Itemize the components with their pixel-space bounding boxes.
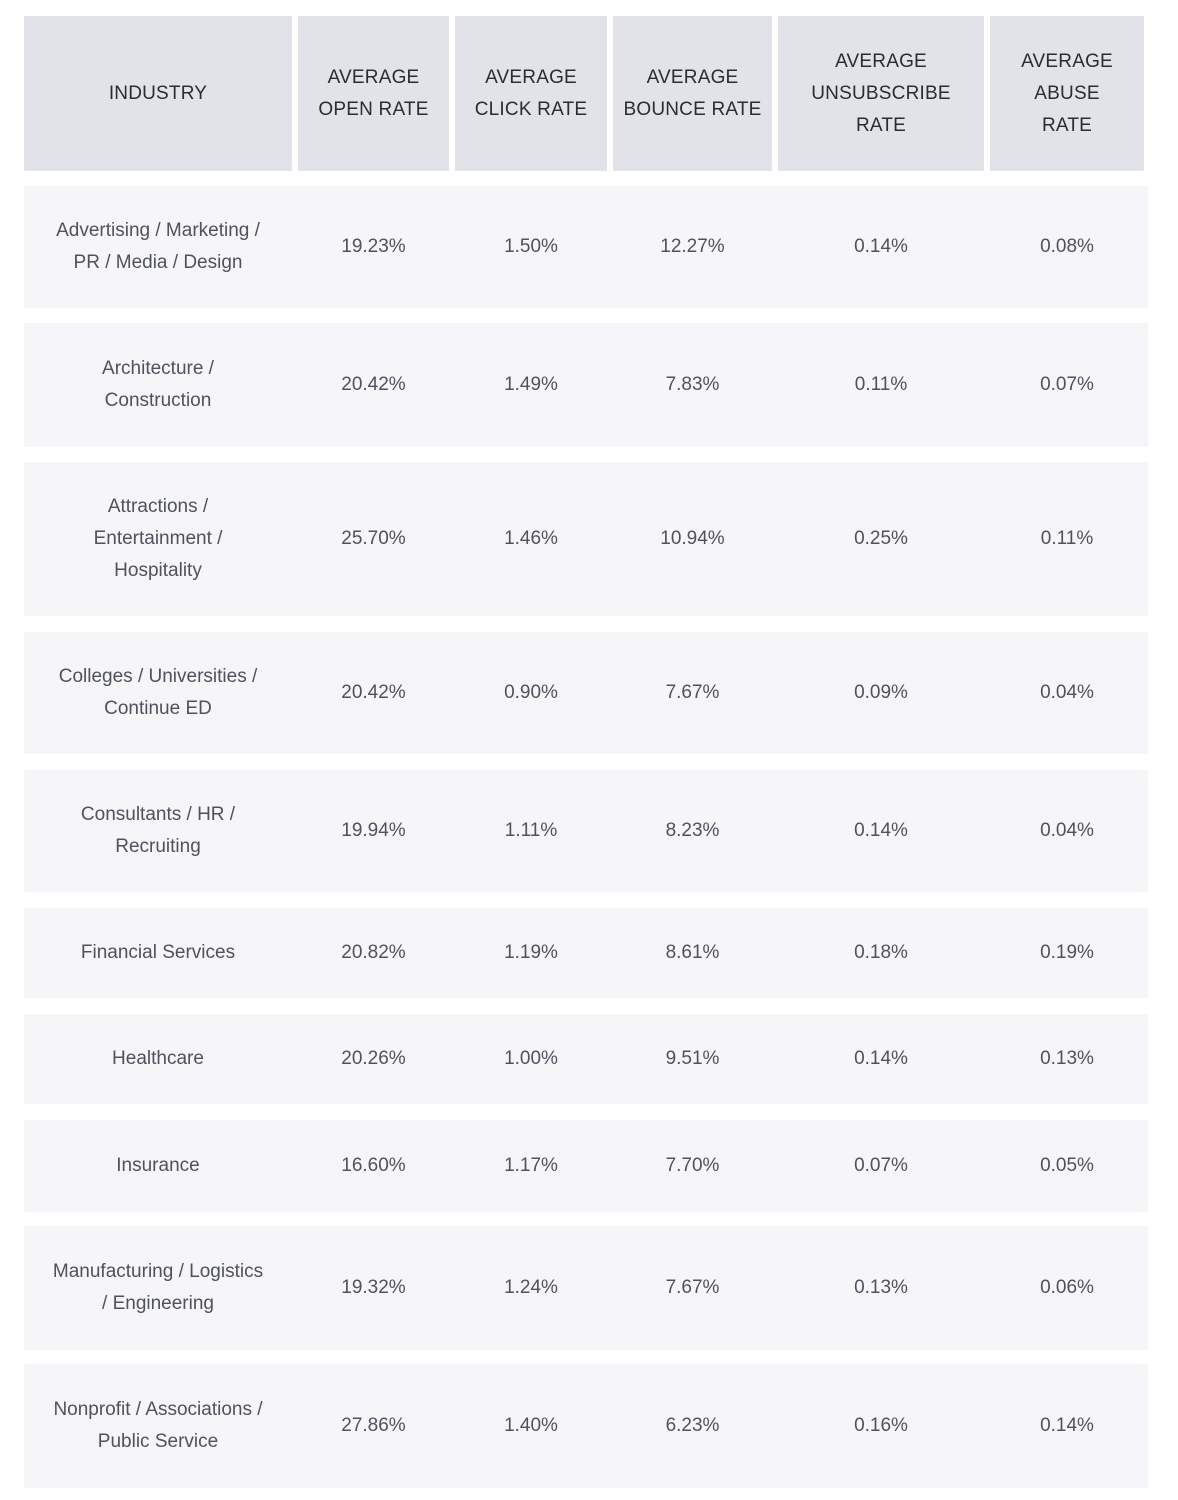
header-open-rate: AVERAGE OPEN RATE: [298, 16, 449, 171]
click-rate-cell: 1.17%: [504, 1155, 558, 1176]
header-click-rate: AVERAGE CLICK RATE: [455, 16, 607, 171]
bounce-rate-cell: 7.67%: [665, 1277, 720, 1298]
bounce-rate-cell: 10.94%: [660, 528, 725, 549]
industry-cell: Healthcare: [112, 1048, 204, 1069]
unsubscribe-rate-cell: 0.18%: [854, 942, 908, 963]
bounce-rate-cell: 8.23%: [665, 820, 720, 841]
industry-cell: Financial Services: [80, 942, 236, 963]
industry-cell: Advertising / Marketing / PR / Media / D…: [56, 220, 260, 273]
table-row: Consultants / HR / Recruiting 19.94% 1.1…: [24, 770, 1148, 892]
click-rate-cell: 1.49%: [504, 374, 558, 395]
header-unsubscribe-rate: AVERAGE UNSUBSCRIBE RATE: [778, 16, 984, 171]
open-rate-cell: 20.26%: [341, 1048, 406, 1069]
bounce-rate-cell: 12.27%: [660, 236, 725, 257]
table-header-row: INDUSTRY AVERAGE OPEN RATE AVERAGE CLICK…: [24, 16, 1148, 171]
unsubscribe-rate-cell: 0.07%: [854, 1155, 908, 1176]
industry-cell: Attractions / Entertainment / Hospitalit…: [93, 496, 223, 581]
abuse-rate-cell: 0.07%: [1040, 374, 1094, 395]
unsubscribe-rate-cell: 0.13%: [854, 1277, 908, 1298]
open-rate-cell: 27.86%: [341, 1415, 406, 1436]
open-rate-cell: 16.60%: [341, 1155, 406, 1176]
open-rate-cell: 20.42%: [341, 682, 406, 703]
industry-cell: Colleges / Universities / Continue ED: [58, 666, 258, 719]
bounce-rate-cell: 9.51%: [665, 1048, 720, 1069]
unsubscribe-rate-cell: 0.14%: [854, 1048, 908, 1069]
industry-cell: Manufacturing / Logistics / Engineering: [52, 1261, 264, 1314]
industry-cell: Nonprofit / Associations / Public Servic…: [53, 1399, 263, 1452]
table-row: Financial Services 20.82% 1.19% 8.61% 0.…: [24, 908, 1148, 998]
click-rate-cell: 1.40%: [504, 1415, 558, 1436]
header-abuse-rate: AVERAGE ABUSE RATE: [990, 16, 1144, 171]
bounce-rate-cell: 7.67%: [665, 682, 720, 703]
unsubscribe-rate-cell: 0.11%: [854, 374, 908, 395]
click-rate-cell: 1.50%: [504, 236, 558, 257]
table-row: Insurance 16.60% 1.17% 7.70% 0.07% 0.05%: [24, 1120, 1148, 1212]
table-row: Healthcare 20.26% 1.00% 9.51% 0.14% 0.13…: [24, 1014, 1148, 1104]
abuse-rate-cell: 0.13%: [1040, 1048, 1094, 1069]
table-row: Advertising / Marketing / PR / Media / D…: [24, 186, 1148, 308]
table-row: Architecture / Construction 20.42% 1.49%…: [24, 323, 1148, 447]
open-rate-cell: 19.23%: [341, 236, 406, 257]
open-rate-cell: 19.32%: [341, 1277, 406, 1298]
open-rate-cell: 20.82%: [341, 942, 406, 963]
industry-benchmarks-table: INDUSTRY AVERAGE OPEN RATE AVERAGE CLICK…: [24, 16, 1148, 1488]
abuse-rate-cell: 0.14%: [1040, 1415, 1094, 1436]
bounce-rate-cell: 7.70%: [665, 1155, 720, 1176]
table-row: Colleges / Universities / Continue ED 20…: [24, 632, 1148, 754]
unsubscribe-rate-cell: 0.25%: [854, 528, 908, 549]
industry-cell: Insurance: [116, 1155, 200, 1176]
unsubscribe-rate-cell: 0.09%: [854, 682, 908, 703]
abuse-rate-cell: 0.11%: [1040, 528, 1094, 549]
abuse-rate-cell: 0.04%: [1040, 682, 1094, 703]
industry-cell: Architecture / Construction: [102, 358, 214, 411]
unsubscribe-rate-cell: 0.14%: [854, 236, 908, 257]
click-rate-cell: 1.24%: [504, 1277, 558, 1298]
header-industry: INDUSTRY: [24, 16, 292, 171]
abuse-rate-cell: 0.04%: [1040, 820, 1094, 841]
click-rate-cell: 1.19%: [504, 942, 558, 963]
table-row: Manufacturing / Logistics / Engineering …: [24, 1226, 1148, 1350]
bounce-rate-cell: 6.23%: [665, 1415, 720, 1436]
unsubscribe-rate-cell: 0.16%: [854, 1415, 908, 1436]
click-rate-cell: 1.11%: [504, 820, 558, 841]
click-rate-cell: 1.00%: [504, 1048, 558, 1069]
open-rate-cell: 25.70%: [341, 528, 406, 549]
bounce-rate-cell: 8.61%: [665, 942, 720, 963]
abuse-rate-cell: 0.05%: [1040, 1155, 1094, 1176]
click-rate-cell: 0.90%: [504, 682, 558, 703]
header-bounce-rate: AVERAGE BOUNCE RATE: [613, 16, 772, 171]
abuse-rate-cell: 0.19%: [1040, 942, 1094, 963]
abuse-rate-cell: 0.08%: [1040, 236, 1094, 257]
industry-cell: Consultants / HR / Recruiting: [80, 804, 236, 857]
abuse-rate-cell: 0.06%: [1040, 1277, 1094, 1298]
bounce-rate-cell: 7.83%: [665, 374, 720, 395]
click-rate-cell: 1.46%: [504, 528, 558, 549]
open-rate-cell: 20.42%: [341, 374, 406, 395]
table-row: Attractions / Entertainment / Hospitalit…: [24, 462, 1148, 616]
table-row: Nonprofit / Associations / Public Servic…: [24, 1364, 1148, 1488]
unsubscribe-rate-cell: 0.14%: [854, 820, 908, 841]
open-rate-cell: 19.94%: [341, 820, 406, 841]
